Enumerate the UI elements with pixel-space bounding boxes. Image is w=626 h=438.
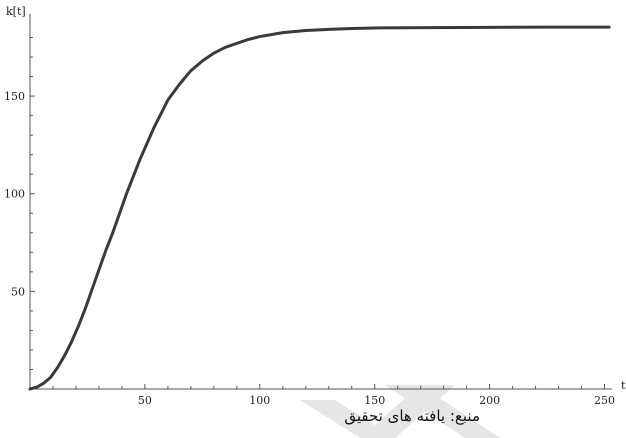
x-tick-label: 250 <box>594 394 615 407</box>
y-tick-label: 50 <box>11 285 25 298</box>
x-tick-label: 150 <box>364 394 385 407</box>
x-tick-label: 200 <box>479 394 500 407</box>
series-line <box>28 25 611 391</box>
x-axis: 50 100 150 200 250 <box>30 384 615 407</box>
source-note: منبع: یافته های تحقیق <box>344 407 480 425</box>
x-tick-label: 50 <box>138 394 152 407</box>
watermark <box>300 385 500 438</box>
x-axis-title: t <box>621 379 626 392</box>
watermark-stroke <box>360 385 455 438</box>
y-axis: 50 100 150 <box>4 14 35 389</box>
y-axis-title: k[t] <box>6 5 26 18</box>
y-tick-label: 150 <box>4 90 25 103</box>
x-tick-label: 100 <box>249 394 270 407</box>
y-tick-label: 100 <box>4 188 25 201</box>
plot-series <box>28 25 611 391</box>
